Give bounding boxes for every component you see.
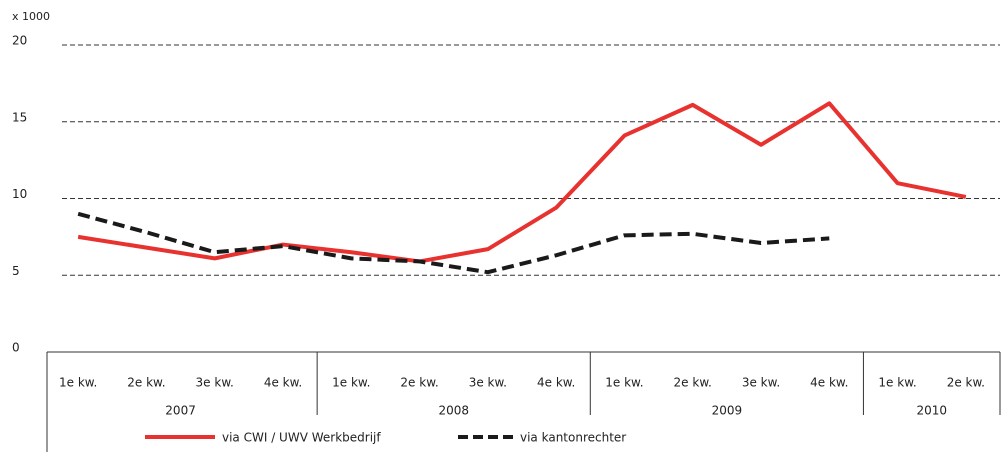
x-tick-label: 4e kw. bbox=[537, 376, 575, 390]
x-tick-label: 4e kw. bbox=[264, 376, 302, 390]
series-line bbox=[77, 101, 967, 264]
x-tick-label: 2e kw. bbox=[947, 376, 985, 390]
x-tick-label: 4e kw. bbox=[810, 376, 848, 390]
group-label: 2010 bbox=[916, 404, 947, 418]
x-tick-label: 1e kw. bbox=[332, 376, 370, 390]
x-tick-label: 3e kw. bbox=[196, 376, 234, 390]
x-tick-label: 3e kw. bbox=[469, 376, 507, 390]
series-line bbox=[77, 211, 830, 275]
x-tick-label: 1e kw. bbox=[605, 376, 643, 390]
legend-label: via kantonrechter bbox=[520, 431, 626, 445]
x-tick-label: 2e kw. bbox=[674, 376, 712, 390]
x-tick-label: 2e kw. bbox=[127, 376, 165, 390]
group-label: 2007 bbox=[165, 404, 196, 418]
y-unit: x 1000 bbox=[12, 10, 50, 23]
group-label: 2009 bbox=[712, 404, 743, 418]
group-label: 2008 bbox=[438, 404, 469, 418]
legend-label: via CWI / UWV Werkbedrijf bbox=[222, 431, 381, 445]
y-tick-label: 0 bbox=[12, 341, 20, 355]
y-tick-label: 15 bbox=[12, 110, 27, 124]
x-tick-label: 1e kw. bbox=[878, 376, 916, 390]
y-tick-label: 10 bbox=[12, 187, 27, 201]
x-tick-label: 2e kw. bbox=[400, 376, 438, 390]
y-tick-label: 5 bbox=[12, 264, 20, 278]
x-tick-label: 3e kw. bbox=[742, 376, 780, 390]
y-tick-label: 20 bbox=[12, 34, 27, 48]
x-tick-label: 1e kw. bbox=[59, 376, 97, 390]
